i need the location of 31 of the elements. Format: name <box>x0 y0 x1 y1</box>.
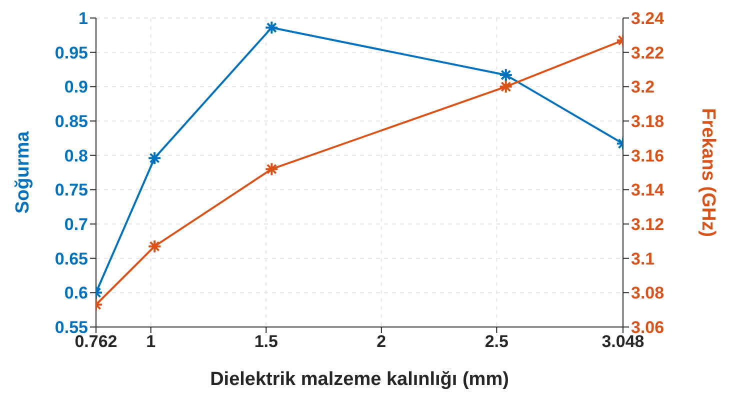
y2-tick-label: 3.2 <box>631 78 655 97</box>
y-tick-label: 0.75 <box>54 180 88 200</box>
x-tick-label: 0.762 <box>74 332 118 352</box>
point <box>264 162 279 176</box>
y2-tick-label: 3.14 <box>631 180 665 200</box>
x-tick-label: 1 <box>146 332 156 352</box>
y-tick-label: 0.65 <box>54 249 88 268</box>
point <box>264 20 279 35</box>
y-tick-label: 0.85 <box>54 112 88 132</box>
y-tick-label: 0.7 <box>64 215 88 234</box>
y-tick-label: 0.9 <box>64 78 88 97</box>
y-axis-title: Soğurma <box>12 130 34 214</box>
point <box>148 239 162 254</box>
x-tick-label: 2 <box>376 332 386 352</box>
y-tick-label: 0.8 <box>64 146 88 166</box>
y2-tick-label: 3.16 <box>631 146 664 166</box>
y2-tick-label: 3.12 <box>631 215 664 234</box>
x-axis-title: Dielektrik malzeme kalınlığı (mm) <box>210 369 509 390</box>
x-tick-label: 1.5 <box>254 332 278 352</box>
y-tick-label: 1 <box>78 9 88 28</box>
y-tick-label: 0.6 <box>64 284 88 303</box>
x-tick-label: 3.048 <box>602 332 644 352</box>
y-tick-label: 0.95 <box>54 43 88 62</box>
y2-axis-title: Frekans (GHz) <box>697 108 718 237</box>
y2-tick-label: 3.08 <box>631 284 664 303</box>
point <box>148 151 162 166</box>
y2-tick-label: 3.24 <box>631 9 665 28</box>
y2-tick-label: 3.22 <box>631 43 664 62</box>
y2-tick-label: 3.1 <box>631 249 655 268</box>
y2-tick-label: 3.18 <box>631 112 664 132</box>
x-tick-label: 2.5 <box>484 332 508 352</box>
